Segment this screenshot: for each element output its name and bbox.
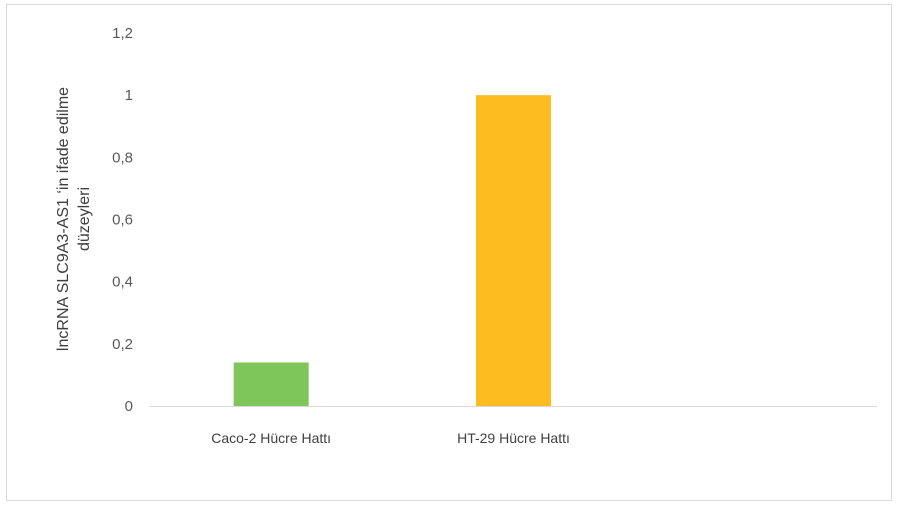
y-axis-label: lncRNA SLC9A3-AS1 ‘in ifade edilme düzeyl… [55, 87, 93, 351]
x-category-label: Caco-2 Hücre Hattı [211, 430, 331, 446]
y-tick-label: 1,2 [112, 25, 133, 42]
y-axis-ticks: 0 0,2 0,4 0,6 0,8 1 1,2 [112, 25, 133, 415]
bar-0 [234, 362, 309, 406]
x-axis-categories: Caco-2 Hücre Hattı HT-29 Hücre Hattı [211, 430, 570, 446]
y-tick-label: 0,8 [112, 149, 133, 166]
y-axis-label-line: lncRNA SLC9A3-AS1 ‘in ifade edilme [55, 87, 72, 351]
bars [234, 95, 551, 406]
bar-1 [476, 95, 551, 406]
y-tick-label: 1 [125, 87, 133, 104]
y-axis-label-line: düzeyleri [76, 187, 93, 251]
y-tick-label: 0 [125, 398, 133, 415]
y-tick-label: 0,2 [112, 336, 133, 353]
x-category-label: HT-29 Hücre Hattı [457, 430, 570, 446]
y-tick-label: 0,4 [112, 274, 133, 291]
y-tick-label: 0,6 [112, 212, 133, 229]
